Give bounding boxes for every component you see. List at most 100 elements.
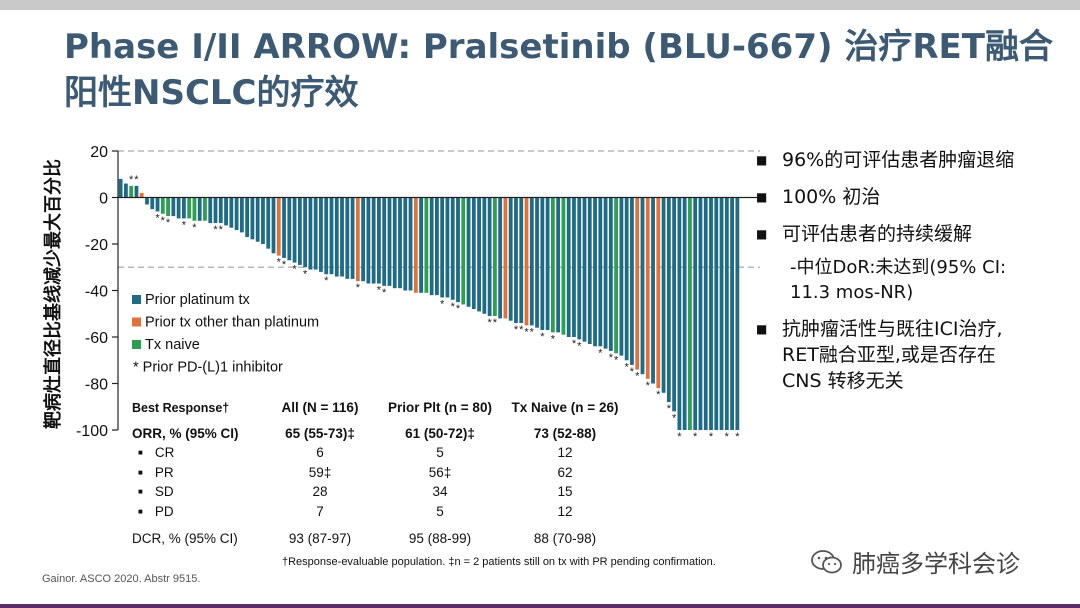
bullet-text-line: RET融合亚型,或是否存在 — [782, 344, 996, 366]
bullet-4: ■ 抗肿瘤活性与既往ICI治疗, RET融合亚型,或是否存在 CNS 转移无关 — [756, 316, 1074, 394]
bar — [714, 197, 719, 430]
bar — [413, 197, 418, 293]
bar — [524, 197, 529, 326]
bar — [134, 185, 139, 198]
table-header-cell: Prior Plt (n = 80) — [388, 400, 492, 416]
bar — [245, 197, 250, 238]
table-cell: 62 — [557, 464, 573, 480]
bar — [735, 197, 740, 430]
bar — [582, 197, 587, 342]
pd-l1-asterisk: * — [540, 331, 545, 343]
pd-l1-asterisk: * — [451, 301, 456, 313]
bar — [313, 197, 318, 270]
table-bullet-marker: ■ — [138, 506, 143, 516]
bar — [614, 197, 619, 354]
bullet-text: 100% 初治 — [782, 186, 881, 208]
bar — [129, 185, 134, 198]
bar — [181, 197, 186, 219]
pd-l1-asterisk: * — [324, 275, 329, 287]
bar — [255, 197, 260, 242]
y-tick-label: -20 — [85, 237, 108, 254]
table-row-label: ORR, % (95% CI) — [132, 424, 260, 444]
bar — [150, 197, 155, 210]
bar — [171, 197, 176, 217]
bar — [282, 197, 286, 258]
bar — [698, 197, 703, 430]
table-cell: 6 — [316, 445, 324, 461]
bar — [250, 197, 255, 240]
bar — [176, 197, 181, 219]
table-header-cell: All (N = 116) — [281, 400, 359, 416]
pd-l1-asterisk: * — [551, 333, 556, 345]
bar — [593, 197, 597, 347]
pd-l1-asterisk: * — [219, 224, 224, 236]
table-row-label-text: SD — [154, 484, 174, 500]
pd-l1-asterisk: * — [192, 222, 197, 234]
y-tick-label: -100 — [76, 423, 108, 440]
legend-swatch — [132, 295, 141, 304]
bar — [508, 197, 513, 321]
table-row: ■ CR 6 5 12 — [132, 443, 630, 463]
pd-l1-asterisk: * — [672, 412, 677, 424]
pd-l1-asterisk: * — [356, 282, 361, 294]
pd-l1-asterisk: * — [677, 431, 682, 443]
y-tick-label: -40 — [85, 284, 108, 301]
pd-l1-asterisk: * — [377, 285, 382, 297]
bar — [666, 197, 671, 403]
bar — [498, 197, 503, 319]
table-row-label: DCR, % (95% CI) — [132, 521, 260, 549]
table-row-label-text: CR — [154, 445, 175, 461]
table-cell: 5 — [436, 445, 444, 461]
bar — [276, 197, 281, 256]
bar — [429, 197, 434, 296]
wechat-icon — [811, 549, 842, 573]
pd-l1-asterisk: * — [598, 347, 603, 359]
bar — [340, 197, 344, 277]
pd-l1-asterisk: * — [635, 371, 640, 383]
bar — [482, 197, 487, 314]
table-cell: 12 — [557, 503, 573, 519]
table-row-label: ■ CR — [132, 443, 260, 463]
table-row: ■ PD 7 5 12 — [132, 502, 630, 522]
response-table: Best Response† All (N = 116) Prior Plt (n … — [132, 398, 630, 549]
bullet-text-line: 抗肿瘤活性与既往ICI治疗, — [782, 318, 1003, 340]
table-cell: 73 (52-88) — [533, 425, 597, 441]
watermark-text: 肺癌多学科会诊 — [852, 550, 1020, 578]
bar — [461, 197, 466, 305]
pd-l1-asterisk: * — [519, 324, 524, 336]
bar — [208, 197, 213, 224]
bullet-2: ■ 100% 初治 — [756, 184, 1074, 210]
table-bullet-marker: ■ — [138, 487, 143, 497]
subtext-line: -中位DoR:未达到(95% CI: — [790, 257, 1007, 278]
bar — [203, 197, 207, 221]
bar — [540, 197, 545, 331]
top-bar — [0, 0, 1080, 10]
pd-l1-asterisk: * — [577, 340, 582, 352]
pd-l1-asterisk: * — [614, 354, 619, 366]
pd-l1-asterisk: * — [493, 317, 498, 329]
bar — [218, 197, 223, 224]
pd-l1-asterisk: * — [630, 366, 635, 378]
bar — [408, 197, 413, 291]
pd-l1-asterisk: * — [213, 224, 218, 236]
bar — [672, 197, 677, 412]
table-cell: 12 — [557, 445, 573, 461]
bar — [471, 197, 476, 310]
bar — [224, 197, 228, 226]
table-row-label: ■ SD — [132, 482, 260, 502]
bullet-marker: ■ — [756, 227, 768, 241]
bar — [630, 197, 634, 365]
legend-swatch — [132, 340, 141, 349]
bar — [682, 197, 687, 430]
bar — [466, 197, 471, 307]
bar — [187, 197, 192, 219]
bar — [192, 197, 197, 221]
bar — [566, 197, 571, 337]
bar — [229, 197, 234, 228]
bar — [145, 197, 149, 205]
table-row: ORR, % (95% CI) 65 (55-73)‡ 61 (50-72)‡ 73 … — [132, 424, 630, 444]
bar — [366, 197, 371, 284]
legend-swatch — [132, 317, 141, 327]
footnote: †Response-evaluable population. ‡n = 2 p… — [282, 556, 716, 568]
pd-l1-asterisk: * — [155, 212, 160, 224]
